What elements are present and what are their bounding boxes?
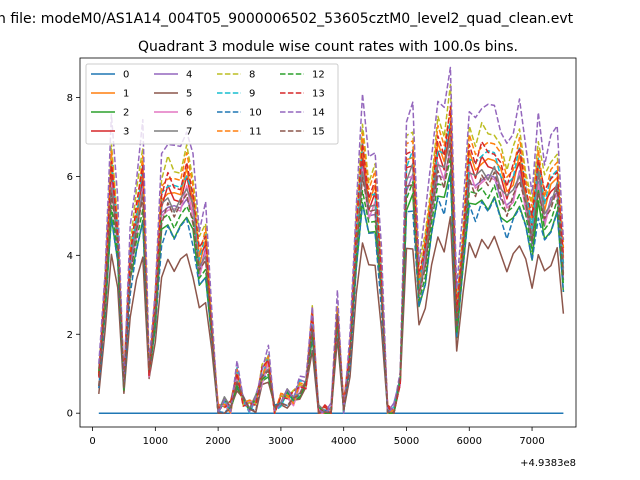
series-line-15: [98, 142, 565, 414]
x-tick-label: 2000: [205, 436, 230, 447]
y-tick-label: 0: [67, 409, 73, 420]
legend-label-9: 9: [249, 89, 255, 100]
legend-frame: [85, 63, 339, 145]
legend-label-0: 0: [123, 70, 129, 81]
legend-label-14: 14: [312, 108, 325, 119]
chart-suptitle: n file: modeM0/AS1A14_004T05_9000006502_…: [0, 11, 574, 27]
x-axis-offset-label: +4.9383e8: [520, 458, 576, 469]
legend-label-5: 5: [186, 89, 192, 100]
legend-label-11: 11: [249, 127, 262, 138]
legend-label-13: 13: [312, 89, 325, 100]
legend-label-12: 12: [312, 70, 325, 81]
y-tick-label: 6: [67, 172, 73, 183]
series-line-14: [98, 66, 565, 414]
x-tick-label: 1000: [143, 436, 168, 447]
y-tick-label: 2: [67, 330, 73, 341]
x-tick-label: 4000: [331, 436, 356, 447]
x-tick-label: 7000: [519, 436, 544, 447]
x-tick-label: 5000: [394, 436, 419, 447]
legend-label-8: 8: [249, 70, 255, 81]
x-tick-label: 0: [89, 436, 95, 447]
legend-label-2: 2: [123, 108, 129, 119]
legend-label-10: 10: [249, 108, 262, 119]
series-layer: [98, 66, 565, 414]
chart-title: Quadrant 3 module wise count rates with …: [138, 39, 518, 55]
x-axis-ticks: 0 1000 2000 3000 4000 5000 6000 7000: [89, 427, 545, 447]
legend-label-15: 15: [312, 127, 325, 138]
series-line-13: [98, 105, 565, 414]
legend-label-4: 4: [186, 70, 192, 81]
x-tick-label: 3000: [268, 436, 293, 447]
x-tick-label: 6000: [457, 436, 482, 447]
legend-label-3: 3: [123, 127, 129, 138]
series-line-10: [98, 173, 565, 414]
legend-label-6: 6: [186, 108, 192, 119]
legend-label-1: 1: [123, 89, 129, 100]
series-line-12: [98, 157, 565, 414]
y-tick-label: 4: [67, 251, 73, 262]
y-axis-ticks: 0 2 4 6 8: [67, 93, 80, 420]
plot-frame: [79, 57, 577, 428]
y-tick-label: 8: [67, 93, 73, 104]
legend-label-7: 7: [186, 127, 192, 138]
